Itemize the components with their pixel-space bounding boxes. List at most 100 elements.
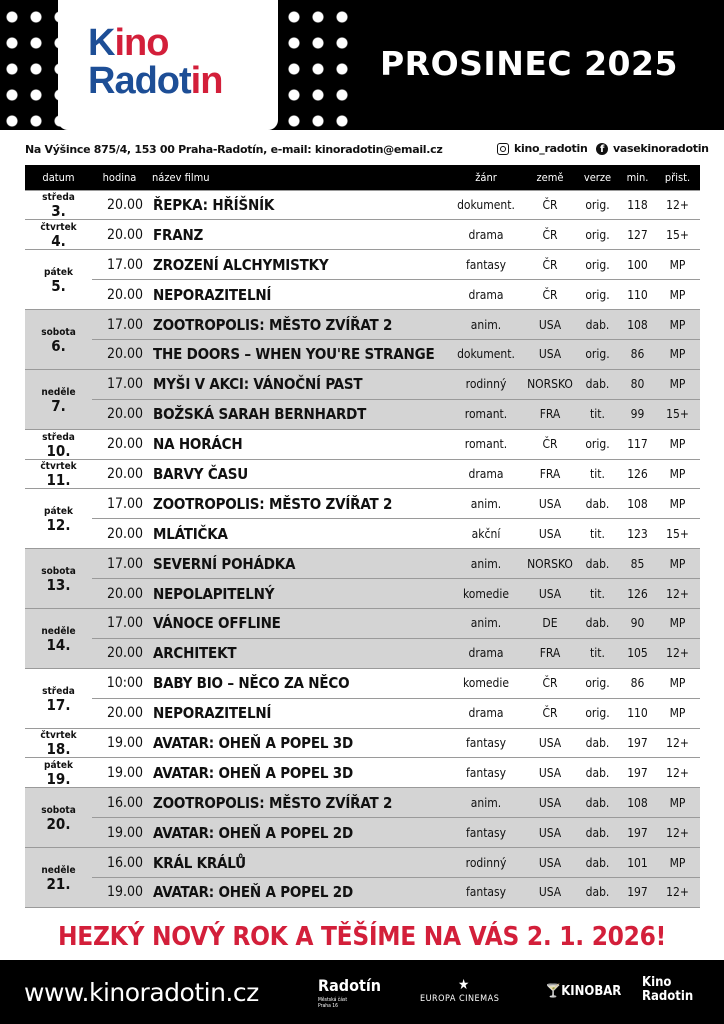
footer: www.kinoradotin.cz Radotín Městská část …: [0, 960, 724, 1024]
cocktail-icon: 🍸: [545, 984, 562, 999]
col-pristupnost: přist.: [655, 165, 700, 190]
dot-pattern-right: [282, 0, 352, 130]
col-datum: datum: [25, 165, 92, 190]
duration: 100: [620, 249, 655, 280]
duration: 85: [620, 548, 655, 579]
film-title: VÁNOCE OFFLINE: [147, 607, 447, 639]
month-title: PROSINEC 2025: [380, 44, 678, 83]
weekday: středa: [42, 431, 75, 443]
facebook-handle: vasekinoradotin: [613, 142, 709, 155]
rating: MP: [655, 488, 700, 519]
col-min: min.: [620, 165, 655, 190]
version: dab.: [575, 847, 620, 878]
table-row: 19.00 AVATAR: OHEŇ A POPEL 2D fantasy USA da…: [25, 817, 700, 848]
country: USA: [525, 876, 575, 908]
version: dab.: [575, 757, 620, 788]
film-title: ZROZENÍ ALCHYMISTKY: [147, 249, 447, 280]
duration: 118: [620, 189, 655, 220]
kino-radotin-footer-logo: Kino Radotin: [642, 975, 694, 1004]
rating: MP: [655, 607, 700, 639]
rating: 12+: [655, 817, 700, 848]
showtime: 19.00: [92, 876, 147, 908]
kino-radotin-logo: Kino Radotin: [88, 22, 223, 102]
day-number: 21.: [46, 874, 71, 893]
version: orig.: [575, 219, 620, 250]
day-number: 5.: [51, 277, 66, 296]
date-cell: neděle 21.: [25, 847, 92, 908]
rating: MP: [655, 279, 700, 310]
showtime: 20.00: [92, 189, 147, 220]
country: USA: [525, 578, 575, 609]
website-link[interactable]: www.kinoradotin.cz: [24, 978, 259, 1007]
table-row: sobota 6. 17.00 ZOOTROPOLIS: MĚSTO ZVÍŘAT 2…: [25, 309, 700, 370]
showtime: 19.00: [92, 817, 147, 848]
date-cell: pátek 5.: [25, 249, 92, 310]
version: dab.: [575, 488, 620, 519]
kinobar-label: KINOBAR: [561, 984, 622, 999]
weekday: neděle: [41, 386, 76, 398]
genre: akční: [447, 518, 525, 549]
weekday: neděle: [41, 864, 76, 876]
table-row: 20.00 NEPOLAPITELNÝ komedie USA tit. 126 12+: [25, 578, 700, 609]
date-cell: neděle 14.: [25, 607, 92, 669]
day-number: 11.: [46, 471, 71, 490]
showtime: 19.00: [92, 757, 147, 788]
weekday: sobota: [41, 566, 76, 578]
duration: 105: [620, 637, 655, 669]
table-row: sobota 13. 17.00 SEVERNÍ POHÁDKA anim. NORSKO…: [25, 548, 700, 609]
rating: 12+: [655, 876, 700, 908]
film-title: ŘEPKA: HŘÍŠNÍK: [147, 189, 447, 220]
rating: MP: [655, 249, 700, 280]
radotin-logo: Radotín: [318, 976, 382, 995]
genre: fantasy: [447, 876, 525, 908]
showtime: 20.00: [92, 458, 147, 489]
country: USA: [525, 727, 575, 758]
facebook-link[interactable]: f vasekinoradotin: [596, 142, 709, 155]
rating: 12+: [655, 637, 700, 669]
country: ČR: [525, 219, 575, 250]
table-row: neděle 14. 17.00 VÁNOCE OFFLINE anim. DE dab. 9…: [25, 607, 700, 669]
version: dab.: [575, 309, 620, 340]
table-row: středa 10. 20.00 NA HORÁCH romant. ČR orig. 117…: [25, 428, 700, 460]
genre: anim.: [447, 607, 525, 639]
genre: fantasy: [447, 817, 525, 848]
instagram-link[interactable]: kino_radotin: [497, 142, 588, 155]
genre: drama: [447, 279, 525, 310]
genre: dokument.: [447, 189, 525, 220]
country: NORSKO: [525, 548, 575, 579]
day-number: 18.: [46, 740, 71, 759]
facebook-icon: f: [596, 142, 608, 155]
duration: 126: [620, 458, 655, 489]
weekday: čtvrtek: [40, 461, 77, 473]
day-number: 6.: [51, 336, 66, 355]
version: tit.: [575, 458, 620, 489]
country: DE: [525, 607, 575, 639]
country: FRA: [525, 458, 575, 489]
instagram-icon: [497, 142, 509, 155]
col-hodina: hodina: [92, 165, 147, 190]
date-cell: sobota 13.: [25, 548, 92, 609]
rating: 15+: [655, 518, 700, 549]
rating: MP: [655, 548, 700, 579]
kinobar-logo: 🍸KINOBAR: [545, 984, 621, 999]
film-title: ZOOTROPOLIS: MĚSTO ZVÍŘAT 2: [147, 309, 447, 340]
col-verze: verze: [575, 165, 620, 190]
day-number: 19.: [46, 770, 71, 789]
col-zanr: žánr: [447, 165, 525, 190]
day-number: 13.: [46, 576, 71, 595]
table-row: 20.00 NEPORAZITELNÍ drama ČR orig. 110 MP: [25, 697, 700, 729]
showtime: 20.00: [92, 219, 147, 250]
day-number: 7.: [51, 396, 66, 415]
showtime: 20.00: [92, 338, 147, 370]
film-title: MLÁTIČKA: [147, 518, 447, 549]
film-title: BABY BIO – NĚCO ZA NĚCO: [147, 667, 447, 699]
table-row: neděle 7. 17.00 MYŠI V AKCI: VÁNOČNÍ PAST ro…: [25, 368, 700, 430]
showtime: 17.00: [92, 607, 147, 639]
showtime: 17.00: [92, 249, 147, 280]
showtime: 20.00: [92, 697, 147, 729]
genre: fantasy: [447, 757, 525, 788]
genre: fantasy: [447, 249, 525, 280]
duration: 108: [620, 309, 655, 340]
rating: MP: [655, 368, 700, 400]
film-title: NA HORÁCH: [147, 428, 447, 460]
